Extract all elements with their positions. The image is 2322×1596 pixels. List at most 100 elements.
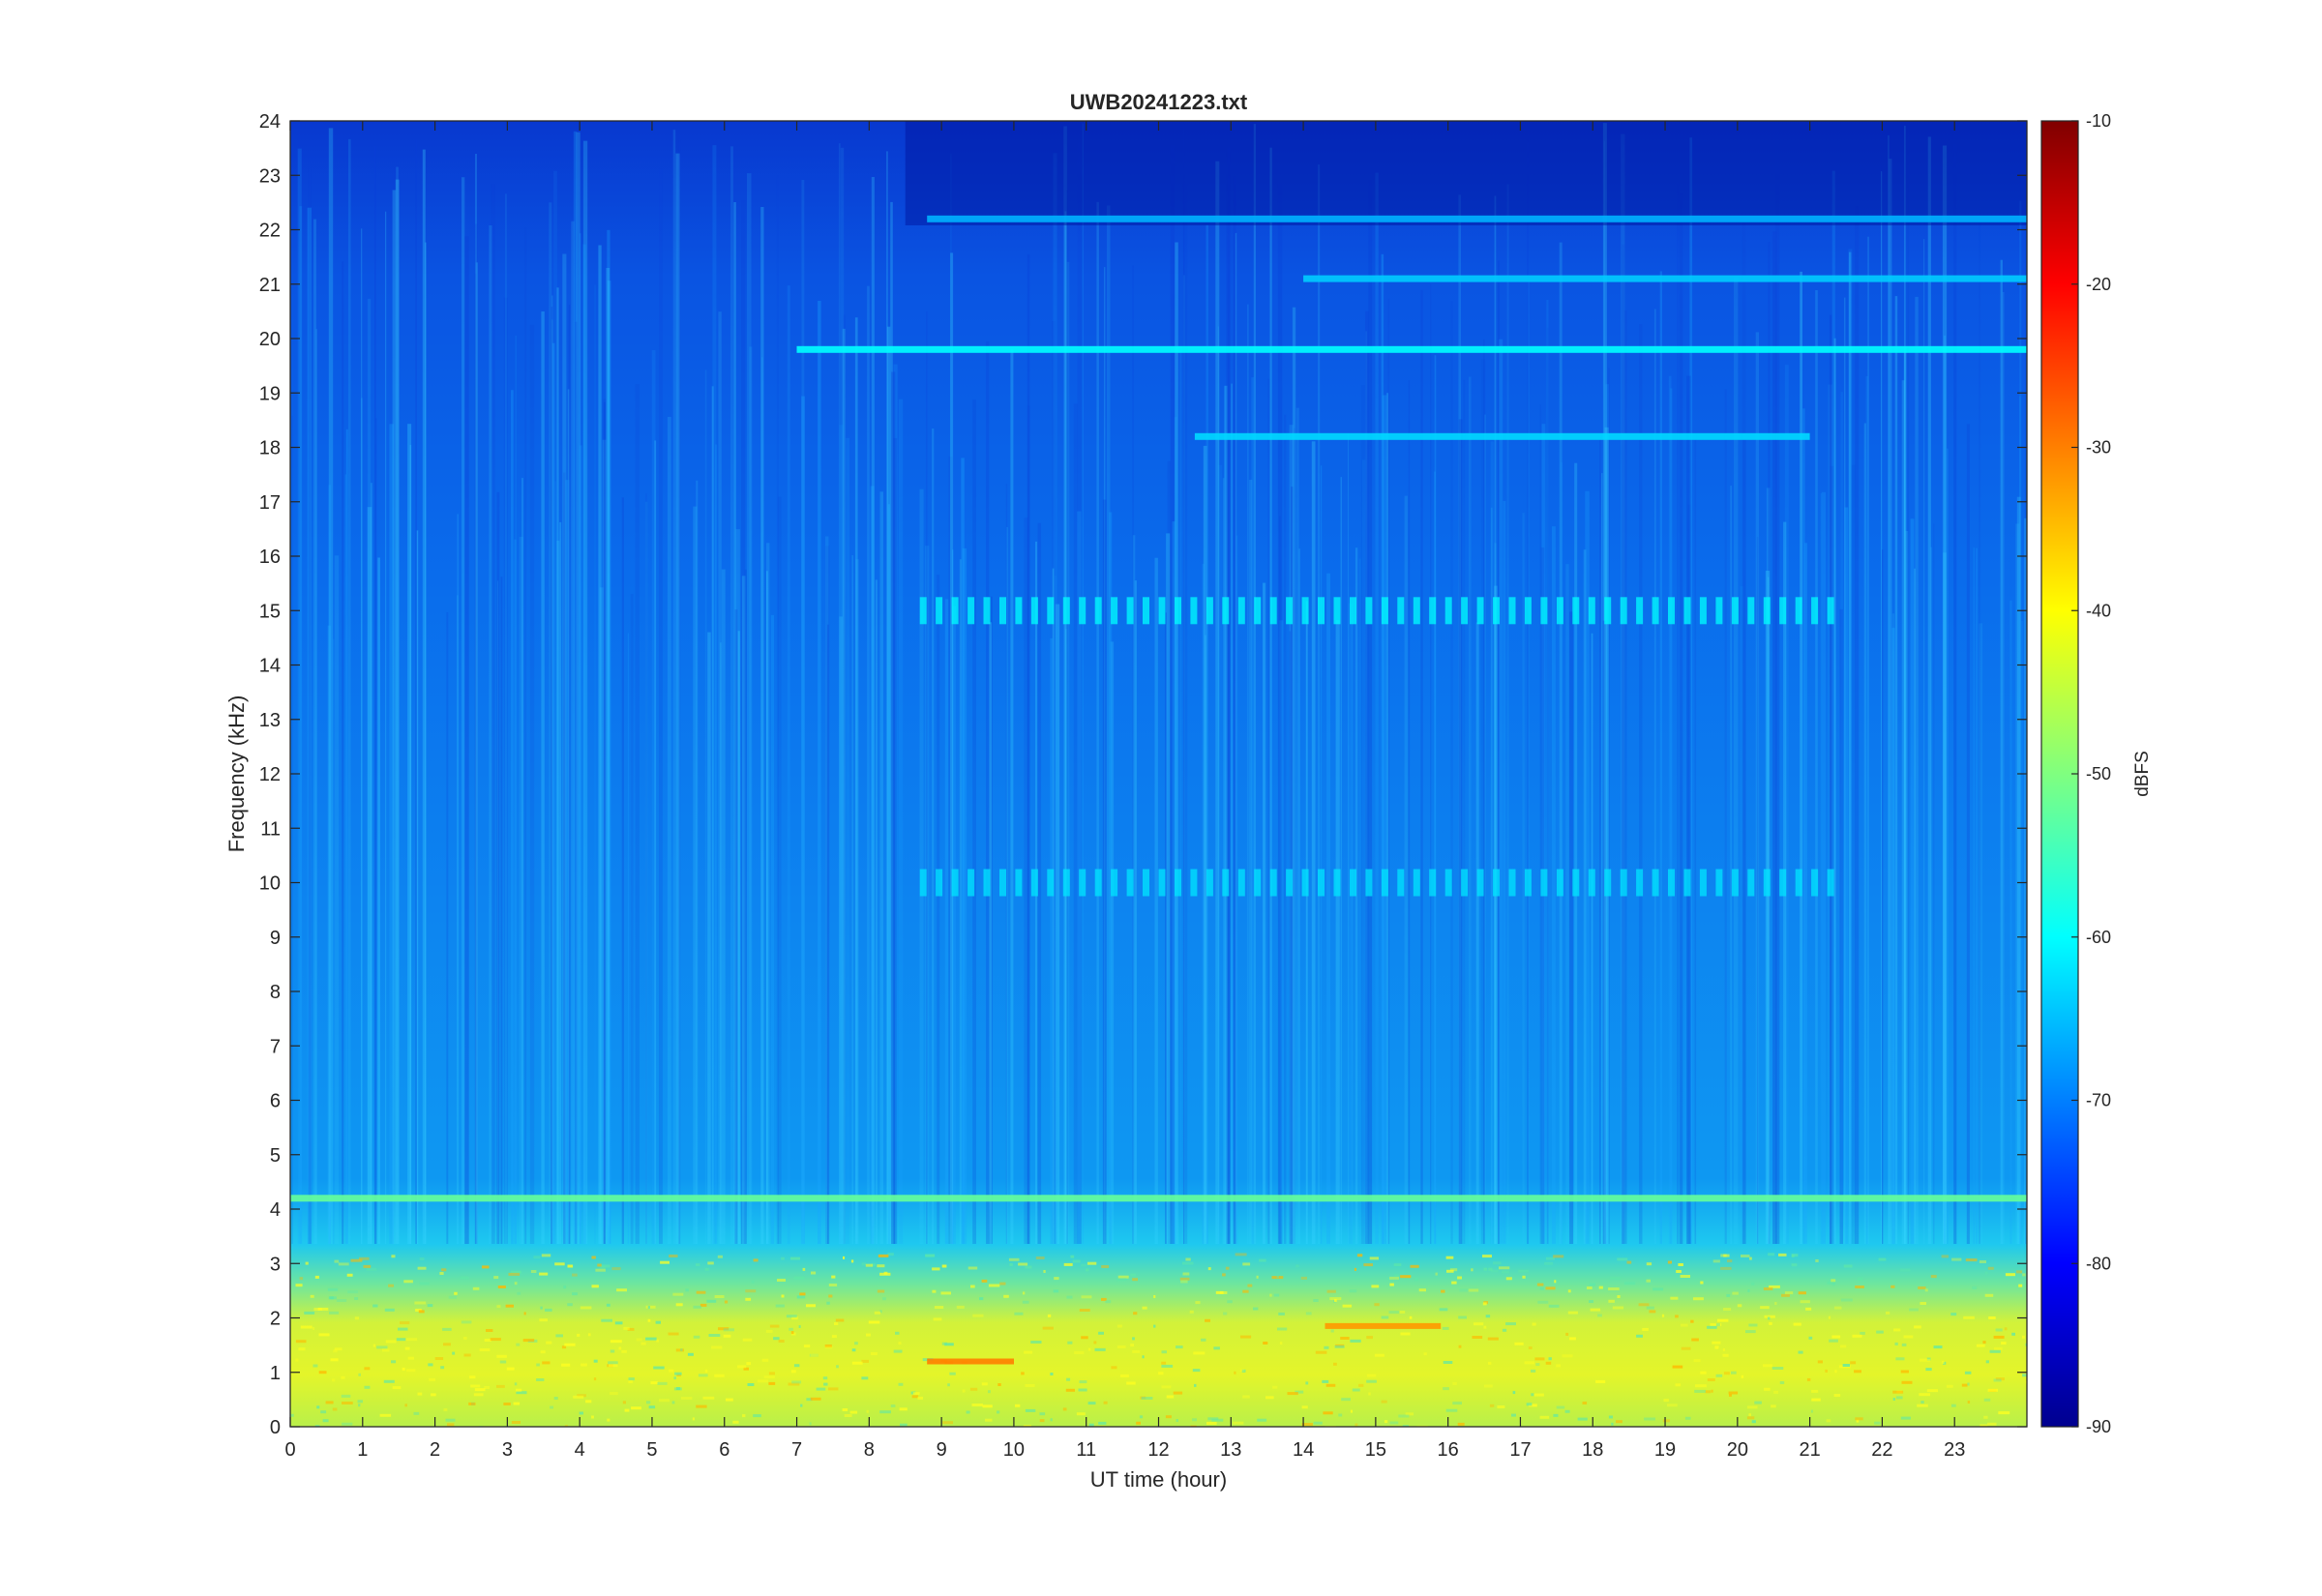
texture-speckle xyxy=(508,1272,521,1276)
texture-streak xyxy=(1215,161,1220,1245)
texture-streak xyxy=(761,357,763,1244)
texture-streak xyxy=(1382,395,1387,1244)
texture-speckle xyxy=(1471,1268,1474,1272)
texture-speckle xyxy=(866,1333,871,1337)
texture-speckle xyxy=(1067,1341,1073,1345)
texture-streak xyxy=(1668,375,1672,1244)
texture-speckle xyxy=(1400,1332,1411,1336)
texture-speckle xyxy=(334,1347,342,1351)
texture-speckle xyxy=(1556,1364,1561,1368)
texture-speckle xyxy=(1976,1344,1985,1347)
pulse-train-mark xyxy=(1540,869,1548,897)
texture-speckle xyxy=(1158,1372,1164,1375)
texture-speckle xyxy=(645,1305,656,1309)
texture-speckle xyxy=(1763,1287,1773,1290)
texture-streak xyxy=(1360,385,1365,1245)
pulse-train-mark xyxy=(1827,869,1834,897)
pulse-train-mark xyxy=(1126,597,1134,625)
texture-speckle xyxy=(1079,1309,1090,1312)
pulse-train-mark xyxy=(1476,869,1484,897)
texture-streak xyxy=(644,501,648,1244)
texture-speckle xyxy=(1556,1405,1565,1409)
x-tick-label: 0 xyxy=(284,1439,295,1461)
texture-speckle xyxy=(561,1363,571,1367)
texture-speckle xyxy=(470,1384,481,1388)
x-tick-label: 4 xyxy=(575,1439,585,1461)
texture-speckle xyxy=(1161,1350,1167,1354)
texture-speckle xyxy=(419,1257,425,1260)
pulse-train-mark xyxy=(919,597,927,625)
pulse-train-mark xyxy=(1620,597,1627,625)
texture-speckle xyxy=(944,1343,954,1346)
texture-speckle xyxy=(1998,1411,2010,1415)
pulse-train-mark xyxy=(1333,597,1341,625)
texture-streak xyxy=(1602,123,1607,1245)
texture-speckle xyxy=(295,1284,303,1287)
texture-speckle xyxy=(968,1266,978,1270)
texture-streak xyxy=(621,497,624,1244)
texture-speckle xyxy=(1035,1256,1045,1259)
texture-streak xyxy=(1979,623,1983,1244)
texture-speckle xyxy=(895,1331,900,1335)
texture-speckle xyxy=(1985,1360,1989,1364)
texture-speckle xyxy=(295,1340,307,1344)
texture-speckle xyxy=(1093,1341,1097,1345)
texture-speckle xyxy=(342,1422,353,1426)
texture-streak xyxy=(1267,378,1270,1244)
texture-streak xyxy=(654,440,657,1244)
texture-streak xyxy=(559,521,562,1244)
texture-speckle xyxy=(327,1287,339,1291)
texture-streak xyxy=(1005,484,1008,1244)
texture-speckle xyxy=(1322,1379,1329,1383)
texture-streak xyxy=(1933,523,1935,1244)
pulse-train-mark xyxy=(1381,869,1388,897)
texture-speckle xyxy=(1388,1311,1400,1315)
texture-speckle xyxy=(1441,1289,1445,1293)
texture-speckle xyxy=(1493,1261,1502,1265)
texture-speckle xyxy=(1263,1342,1268,1345)
band-mark xyxy=(290,1195,2027,1202)
y-tick-label: 19 xyxy=(259,383,281,404)
texture-speckle xyxy=(314,1425,320,1427)
pulse-train-mark xyxy=(1237,597,1245,625)
texture-speckle xyxy=(414,1301,427,1305)
texture-streak xyxy=(1348,603,1354,1244)
texture-speckle xyxy=(1983,1415,1988,1419)
pulse-train-mark xyxy=(951,597,959,625)
texture-speckle xyxy=(1505,1277,1512,1281)
texture-speckle xyxy=(1062,1407,1067,1411)
texture-speckle xyxy=(1926,1389,1938,1393)
texture-speckle xyxy=(887,1253,894,1256)
texture-speckle xyxy=(1901,1343,1907,1346)
texture-streak xyxy=(1601,473,1603,1245)
texture-streak xyxy=(1368,179,1373,1244)
texture-streak xyxy=(1848,251,1852,1245)
texture-speckle xyxy=(1587,1286,1593,1289)
texture-streak xyxy=(948,457,953,1244)
texture-speckle xyxy=(511,1421,521,1424)
texture-speckle xyxy=(1774,1302,1777,1305)
texture-speckle xyxy=(1066,1377,1071,1381)
texture-speckle xyxy=(636,1338,642,1342)
texture-streak xyxy=(1132,265,1134,1244)
x-tick-label: 6 xyxy=(719,1439,729,1461)
texture-streak xyxy=(1490,441,1494,1244)
x-tick-label: 9 xyxy=(937,1439,947,1461)
texture-speckle xyxy=(1608,1415,1613,1419)
texture-speckle xyxy=(1053,1289,1059,1293)
texture-streak xyxy=(1560,461,1563,1244)
texture-streak xyxy=(733,202,736,1244)
texture-streak xyxy=(1942,145,1948,1244)
texture-speckle xyxy=(971,1404,983,1406)
texture-streak xyxy=(313,219,316,1245)
texture-streak xyxy=(720,642,722,1244)
texture-speckle xyxy=(1857,1277,1863,1281)
pulse-train-mark xyxy=(1668,869,1675,897)
texture-speckle xyxy=(1919,1358,1931,1362)
texture-speckle xyxy=(407,1356,414,1360)
texture-streak xyxy=(332,638,335,1244)
texture-speckle xyxy=(1142,1355,1145,1359)
texture-speckle xyxy=(648,1405,656,1409)
texture-speckle xyxy=(1569,1337,1576,1341)
texture-speckle xyxy=(1207,1267,1211,1271)
